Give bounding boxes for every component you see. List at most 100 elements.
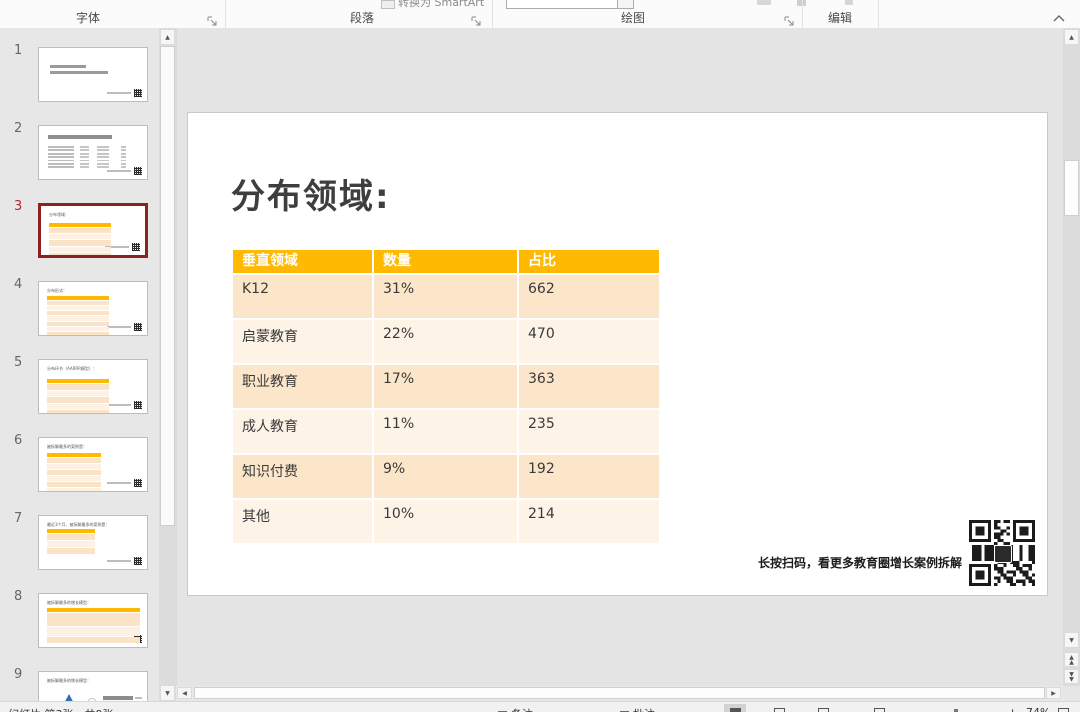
previous-slide-icon[interactable]: ▲ ▲: [1064, 652, 1079, 667]
zoom-handle[interactable]: [954, 709, 958, 712]
table-cell[interactable]: 31%: [374, 275, 517, 318]
fit-to-window-icon[interactable]: [1052, 704, 1074, 712]
scroll-up-icon[interactable]: ▲: [160, 29, 175, 45]
table-cell[interactable]: 11%: [374, 410, 517, 453]
table-cell[interactable]: 其他: [233, 500, 372, 543]
status-bar: 幻灯片 第3张，共9张 备注 批注 − + 74%: [0, 701, 1080, 712]
table-cell[interactable]: 662: [519, 275, 659, 318]
table-cell[interactable]: 10%: [374, 500, 517, 543]
thumb-title: 被拆解最多的增长模型：: [47, 600, 91, 605]
thumb-qr: [134, 479, 142, 487]
reading-view-button[interactable]: [812, 704, 834, 712]
table-header-cell[interactable]: 垂直领域: [233, 250, 372, 273]
thumbnail-scrollbar[interactable]: ▲ ▼: [159, 28, 176, 702]
horizontal-scrollbar-thumb[interactable]: [194, 687, 1045, 699]
vertical-scrollbar[interactable]: ▲ ▼ ▲ ▲ ▼ ▼: [1063, 28, 1080, 686]
shape-style-combobox[interactable]: [506, 0, 634, 9]
notes-button[interactable]: 备注: [498, 706, 533, 712]
table-cell[interactable]: 17%: [374, 365, 517, 408]
thumb-detail: [49, 228, 111, 234]
slide-thumbnail-panel: 1 2 3 分布领域： 4 分布形式： 5 分布环节（AARRR模型）： 6 被拆解最多的案例是：…: [0, 28, 159, 702]
slide-number: 8: [14, 589, 23, 604]
slide-thumbnail-6[interactable]: 被拆解最多的案例是：: [38, 437, 148, 492]
combobox-dropdown-icon[interactable]: [617, 0, 633, 8]
dialog-launcher-icon[interactable]: [471, 12, 482, 26]
thumb-detail: [47, 475, 101, 481]
slide-thumbnail-5[interactable]: 分布环节（AARRR模型）：: [38, 359, 148, 414]
thumb-detail: [135, 697, 142, 699]
table-cell[interactable]: 214: [519, 500, 659, 543]
convert-smartart-label[interactable]: 转换为 SmartArt: [398, 0, 485, 9]
dialog-launcher-icon[interactable]: [207, 12, 218, 26]
thumb-detail: [80, 152, 89, 155]
thumb-detail: [97, 159, 109, 162]
thumb-detail: [80, 166, 89, 169]
slide-thumbnail-7[interactable]: 最近3个月，被拆解最多的案例是：: [38, 515, 148, 570]
qr-logo: [994, 545, 1012, 563]
scroll-right-icon[interactable]: ▶: [1046, 687, 1061, 699]
slide-sorter-button[interactable]: [768, 704, 790, 712]
slide-thumbnail-4[interactable]: 分布形式：: [38, 281, 148, 336]
table-cell[interactable]: 启蒙教育: [233, 320, 372, 363]
thumb-qr: [134, 323, 142, 331]
qr-code[interactable]: [969, 520, 1035, 586]
qr-caption[interactable]: 长按扫码，看更多教育圈增长案例拆解: [757, 556, 962, 570]
normal-view-button[interactable]: [724, 704, 746, 712]
horizontal-scrollbar[interactable]: ◀ ▶: [176, 686, 1063, 700]
thumb-detail: [47, 305, 109, 311]
slide-number: 7: [14, 511, 23, 526]
table-cell[interactable]: 成人教育: [233, 410, 372, 453]
collapse-ribbon-icon[interactable]: [1052, 8, 1070, 22]
table-cell[interactable]: 235: [519, 410, 659, 453]
slide-thumbnail-2[interactable]: [38, 125, 148, 180]
next-slide-icon[interactable]: ▼ ▼: [1064, 669, 1079, 684]
thumb-detail: [48, 152, 74, 155]
thumb-detail: [107, 404, 131, 406]
thumb-detail: [47, 608, 140, 612]
table-cell[interactable]: 192: [519, 455, 659, 498]
thumb-qr: [134, 167, 142, 175]
thumb-detail: [121, 159, 126, 162]
zoom-in-icon[interactable]: +: [1008, 706, 1017, 712]
slide-thumbnail-3[interactable]: 分布领域：: [38, 203, 148, 258]
slide-title[interactable]: 分布领域:: [231, 177, 391, 217]
scroll-down-icon[interactable]: ▼: [1064, 632, 1079, 648]
zoom-out-icon[interactable]: −: [898, 706, 907, 712]
thumb-detail: [80, 149, 89, 152]
scroll-up-icon[interactable]: ▲: [1064, 29, 1079, 45]
thumb-detail: [97, 163, 109, 165]
normal-view-icon: [729, 708, 741, 712]
comments-button[interactable]: 批注: [620, 706, 655, 712]
thumb-detail: [107, 326, 131, 328]
thumb-detail: [48, 149, 74, 152]
table-cell[interactable]: 363: [519, 365, 659, 408]
dialog-launcher-icon[interactable]: [784, 12, 795, 26]
thumb-detail: [80, 156, 89, 158]
table-cell[interactable]: 知识付费: [233, 455, 372, 498]
slide-number: 6: [14, 433, 23, 448]
table-cell[interactable]: 9%: [374, 455, 517, 498]
table-header-cell[interactable]: 占比: [519, 250, 659, 273]
table-header-cell[interactable]: 数量: [374, 250, 517, 273]
table-cell[interactable]: 职业教育: [233, 365, 372, 408]
thumb-detail: [121, 152, 126, 155]
table-cell[interactable]: K12: [233, 275, 372, 318]
scroll-down-icon[interactable]: ▼: [160, 685, 175, 701]
slide-canvas[interactable]: 分布领域: 垂直领域 数量 占比 K12 31% 662 启蒙教育 22% 470 职业教育 17%…: [187, 112, 1048, 596]
slide-thumbnail-9[interactable]: 被拆解最多的增长模型：: [38, 671, 148, 702]
thumb-title: 被拆解最多的案例是：: [47, 444, 87, 449]
slide-thumbnail-8[interactable]: 被拆解最多的增长模型：: [38, 593, 148, 648]
table-cell[interactable]: 22%: [374, 320, 517, 363]
scroll-left-icon[interactable]: ◀: [177, 687, 192, 699]
thumb-title: 分布领域：: [49, 212, 69, 217]
slideshow-button[interactable]: [868, 704, 890, 712]
table-cell[interactable]: 470: [519, 320, 659, 363]
vertical-scrollbar-thumb[interactable]: [1064, 160, 1079, 216]
thumb-detail: [97, 149, 109, 152]
zoom-level[interactable]: 74%: [1026, 706, 1050, 712]
slide-number: 1: [14, 43, 23, 58]
slide-thumbnail-1[interactable]: [38, 47, 148, 102]
slide-table[interactable]: 垂直领域 数量 占比 K12 31% 662 启蒙教育 22% 470 职业教育 17% 363 成人教…: [233, 250, 659, 543]
thumb-detail: [47, 397, 109, 403]
thumbnail-scrollbar-thumb[interactable]: [160, 46, 175, 526]
